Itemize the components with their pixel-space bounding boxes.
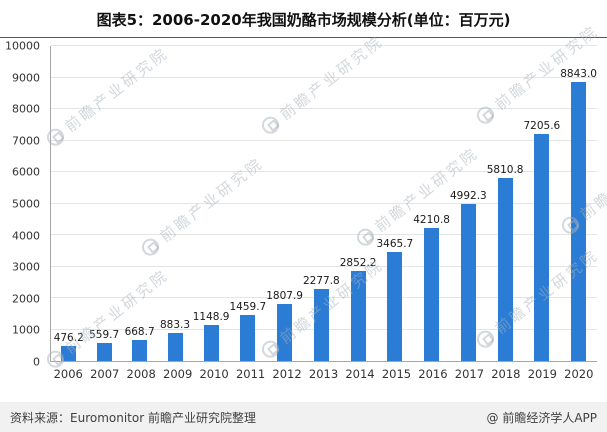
x-tick-label: 2019 [527, 367, 557, 381]
y-tick-label: 2000 [12, 292, 40, 306]
bar-column: 3465.7 [376, 46, 414, 361]
bar-column: 7205.6 [523, 46, 561, 361]
bar-value-label: 2852.2 [339, 257, 377, 270]
y-tick-label: 4000 [12, 229, 40, 243]
bar-value-label: 1148.9 [192, 310, 230, 323]
bar-column: 668.7 [122, 46, 157, 361]
bar-value-label: 668.7 [124, 325, 155, 338]
bar-value-label: 1807.9 [266, 290, 303, 303]
x-tick-label: 2009 [163, 367, 193, 381]
x-tick-label: 2012 [272, 367, 302, 381]
y-tick-label: 0 [33, 355, 40, 369]
y-tick-label: 9000 [12, 71, 40, 85]
chart-title: 图表5：2006-2020年我国奶酪市场规模分析(单位：百万元) [0, 0, 607, 38]
bar [132, 339, 148, 361]
bar-column: 883.3 [157, 46, 192, 361]
bar-value-label: 4992.3 [450, 189, 487, 202]
chart-area: 0 1000 2000 3000 4000 5000 6000 7000 8000 9000 100… [5, 22, 607, 382]
bar [350, 271, 366, 361]
bar-column: 1807.9 [266, 46, 303, 361]
bar-value-label: 559.7 [89, 329, 120, 342]
gridline [51, 234, 597, 235]
gridline [51, 108, 597, 109]
bar-column: 1459.7 [229, 46, 267, 361]
bar-value-label: 476.2 [53, 332, 84, 344]
y-tick-label: 3000 [12, 260, 40, 274]
bar-value-label: 7205.6 [523, 120, 561, 133]
bar-column: 4210.8 [413, 46, 450, 361]
bar-value-label: 4210.8 [413, 214, 450, 227]
bar-value-label: 5810.8 [486, 163, 524, 176]
x-tick-label: 2018 [491, 367, 521, 381]
x-tick-label: 2007 [90, 367, 120, 381]
bar [387, 251, 403, 361]
bar-column: 4992.3 [450, 46, 487, 361]
y-tick-label: 8000 [12, 102, 40, 116]
bar-column: 2852.2 [340, 46, 377, 361]
bars: 476.2 559.7 668.7 883.3 1148.9 1459.7 1807.9 22… [51, 46, 597, 361]
x-tick-label: 2020 [564, 367, 594, 381]
bar-column: 476.2 [51, 46, 86, 361]
bar-value-label: 8843.0 [560, 68, 597, 81]
brand-note: @ 前瞻经济学人APP [486, 410, 598, 425]
y-axis: 0 1000 2000 3000 4000 5000 6000 7000 8000 9000 100… [5, 41, 46, 368]
gridline [51, 139, 597, 141]
y-tick-label: 6000 [12, 165, 40, 179]
y-tick-label: 7000 [12, 134, 40, 148]
bar-value-label: 3465.7 [376, 237, 414, 250]
bar-column: 559.7 [86, 46, 121, 361]
y-tick-label: 5000 [12, 197, 40, 211]
gridline [51, 202, 597, 204]
gridline [51, 171, 597, 172]
bar-value-label: 1459.7 [229, 301, 267, 314]
bar-column: 2277.8 [303, 46, 340, 361]
footer: 资料来源：Euromonitor 前瞻产业研究院整理 @ 前瞻经济学人APP [0, 402, 607, 432]
bar [313, 289, 329, 361]
bar-column: 5810.8 [487, 46, 524, 361]
x-axis: 2006 2007 2008 2009 2010 2011 2012 2013 2014 2015… [50, 362, 597, 382]
bar-column: 1148.9 [193, 46, 230, 361]
bar [61, 346, 77, 361]
bar [497, 177, 513, 361]
bar [571, 82, 587, 361]
bar [534, 134, 550, 361]
x-tick-label: 2010 [199, 367, 229, 381]
bar-value-label: 883.3 [160, 319, 191, 332]
x-tick-label: 2016 [418, 367, 448, 381]
plot-area: 476.2 559.7 668.7 883.3 1148.9 1459.7 1807.9 22… [50, 45, 597, 362]
y-tick-label: 1000 [12, 323, 40, 337]
gridline [51, 45, 597, 46]
x-tick-label: 2015 [381, 367, 412, 381]
x-tick-label: 2014 [345, 367, 375, 381]
bar-column: 8843.0 [560, 46, 597, 361]
bar [240, 315, 256, 361]
x-tick-label: 2006 [53, 367, 83, 381]
x-tick-label: 2011 [235, 367, 266, 381]
bar [167, 333, 183, 361]
bar [277, 304, 293, 361]
bar [203, 324, 219, 361]
gridline [51, 265, 597, 267]
bar [424, 228, 440, 361]
y-tick-label: 10000 [5, 39, 40, 53]
x-tick-label: 2017 [454, 367, 485, 381]
gridline [51, 76, 597, 78]
x-tick-label: 2008 [126, 367, 156, 381]
x-tick-label: 2013 [308, 367, 339, 381]
source-note: 资料来源：Euromonitor 前瞻产业研究院整理 [10, 410, 256, 425]
bar [96, 343, 112, 361]
bar [460, 203, 476, 361]
bar-value-label: 2277.8 [303, 275, 340, 288]
